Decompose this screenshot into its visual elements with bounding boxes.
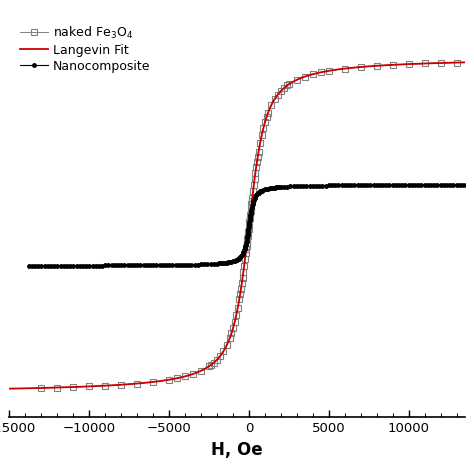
Nanocomposite <box>466 182 472 188</box>
Langevin Fit <box>462 60 467 65</box>
Langevin Fit <box>381 63 386 68</box>
Langevin Fit <box>302 73 308 79</box>
Langevin Fit <box>280 87 285 92</box>
Nanocomposite <box>238 254 244 259</box>
Langevin Fit <box>181 374 186 380</box>
Nanocomposite <box>313 183 319 189</box>
Nanocomposite <box>26 263 31 269</box>
Langevin Fit <box>89 383 95 389</box>
Langevin Fit <box>7 386 12 392</box>
Nanocomposite <box>232 258 237 264</box>
X-axis label: H, Oe: H, Oe <box>211 440 263 458</box>
Line: naked Fe$_3$O$_4$: naked Fe$_3$O$_4$ <box>38 59 460 391</box>
naked Fe$_3$O$_4$ <box>454 60 459 65</box>
Legend: naked Fe$_3$O$_4$, Langevin Fit, Nanocomposite: naked Fe$_3$O$_4$, Langevin Fit, Nanocom… <box>20 25 150 73</box>
naked Fe$_3$O$_4$ <box>237 296 242 301</box>
Line: Nanocomposite: Nanocomposite <box>27 183 471 267</box>
naked Fe$_3$O$_4$ <box>208 362 213 368</box>
naked Fe$_3$O$_4$ <box>374 63 380 69</box>
naked Fe$_3$O$_4$ <box>246 222 252 228</box>
Line: Langevin Fit: Langevin Fit <box>9 63 465 389</box>
Nanocomposite <box>310 183 316 189</box>
naked Fe$_3$O$_4$ <box>235 305 241 310</box>
Nanocomposite <box>257 189 263 194</box>
naked Fe$_3$O$_4$ <box>239 281 245 286</box>
Langevin Fit <box>346 65 352 71</box>
naked Fe$_3$O$_4$ <box>38 385 44 391</box>
Nanocomposite <box>170 262 175 268</box>
